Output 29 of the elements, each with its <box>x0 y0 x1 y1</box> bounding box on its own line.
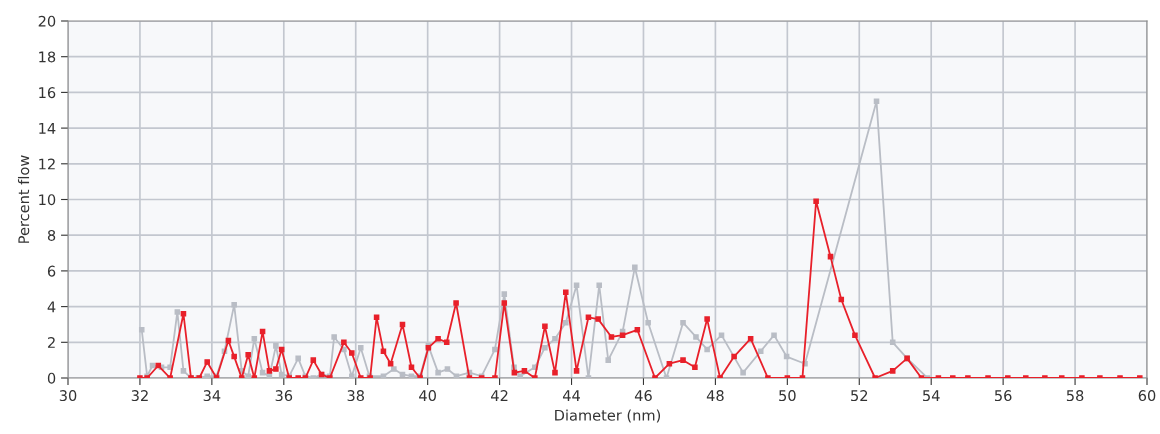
x-tick-label: 34 <box>203 390 221 402</box>
x-tick-label: 38 <box>347 390 365 402</box>
y-tick-label: 14 <box>39 123 56 134</box>
y-tick-label: 0 <box>47 372 56 384</box>
x-tick-label: 52 <box>851 390 868 402</box>
y-axis-title: Percent flow <box>17 155 30 243</box>
x-tick-label: 32 <box>131 390 148 402</box>
y-tick-label: 2 <box>47 337 55 348</box>
x-tick-label: 30 <box>59 390 77 402</box>
x-tick-label: 50 <box>779 390 796 402</box>
x-tick-label: 60 <box>1138 390 1156 402</box>
x-tick-label: 36 <box>275 390 293 402</box>
x-tick-label: 42 <box>491 390 508 401</box>
y-tick-label: 4 <box>47 301 56 313</box>
y-tick-label: 20 <box>38 15 56 27</box>
x-tick-label: 58 <box>1066 390 1084 402</box>
x-tick-label: 40 <box>419 390 436 402</box>
y-tick-label: 8 <box>47 229 56 241</box>
y-tick-label: 18 <box>39 51 56 63</box>
y-tick-label: 10 <box>39 194 56 206</box>
y-tick-label: 12 <box>39 158 55 170</box>
y-tick-label: 6 <box>47 265 56 277</box>
x-tick-label: 56 <box>994 390 1012 402</box>
x-axis-title: Diameter (nm) <box>555 409 661 423</box>
x-tick-label: 48 <box>706 390 724 402</box>
x-tick-label: 54 <box>923 390 940 402</box>
y-tick-label: 16 <box>39 87 56 99</box>
x-tick-label: 46 <box>634 390 652 402</box>
x-tick-label: 44 <box>562 390 580 401</box>
